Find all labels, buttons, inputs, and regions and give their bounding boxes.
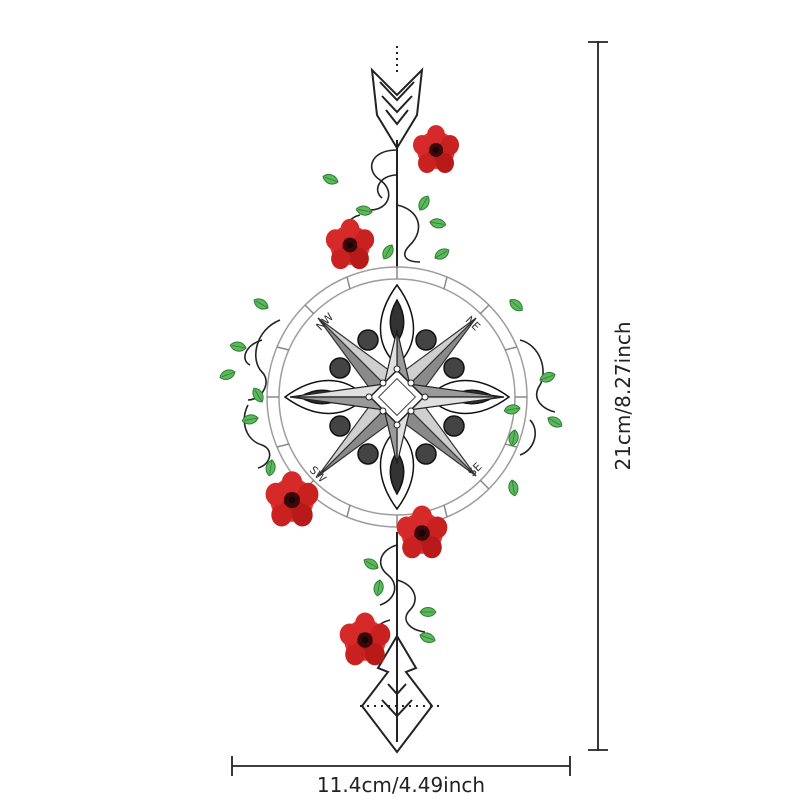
height-dimension-line xyxy=(588,41,608,751)
flower xyxy=(396,505,448,559)
flower xyxy=(325,218,375,270)
label-se: SE xyxy=(466,460,485,479)
flower xyxy=(339,612,391,666)
compass-star-diagonal xyxy=(317,317,477,477)
arrow-head xyxy=(360,634,434,754)
compass-ticks xyxy=(267,267,527,527)
arrow-fletching xyxy=(370,67,424,150)
compass-center xyxy=(365,365,429,429)
flower xyxy=(265,471,319,527)
width-label: 11.4cm/4.49inch xyxy=(317,773,485,797)
flower xyxy=(413,125,459,173)
height-label: 21cm/8.27inch xyxy=(611,321,635,470)
width-dimension-line xyxy=(231,756,571,776)
